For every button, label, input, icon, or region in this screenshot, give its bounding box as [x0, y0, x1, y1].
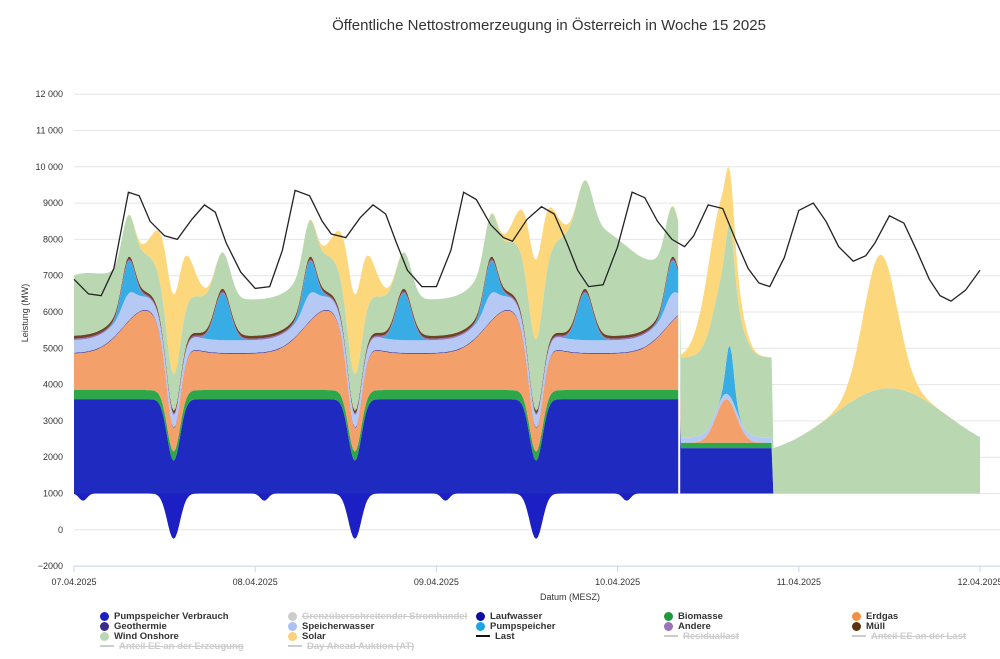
- legend-item[interactable]: Anteil EE an der Last: [852, 630, 990, 642]
- legend-swatch: [100, 621, 109, 631]
- y-tick-label: 3000: [43, 416, 63, 426]
- chart: Öffentliche Nettostromerzeugung in Öster…: [20, 16, 1000, 602]
- legend-swatch: [100, 631, 109, 641]
- legend-swatch: [288, 631, 297, 641]
- x-tick-label: 07.04.2025: [51, 577, 96, 587]
- legend-swatch: [476, 611, 485, 621]
- y-tick-label: 7000: [43, 271, 63, 281]
- series-line-last: [73, 189, 981, 302]
- legend-label: Pumpspeicher: [490, 620, 556, 632]
- legend-item[interactable]: Müll: [852, 620, 990, 632]
- legend-item[interactable]: Geothermie: [100, 620, 288, 632]
- legend-item[interactable]: Biomasse: [664, 610, 852, 622]
- area-pumpspeicher-verbrauch: [74, 493, 980, 539]
- legend-label: Day Ahead Auktion (AT): [307, 640, 415, 652]
- legend-swatch: [100, 645, 114, 647]
- y-tick-label: 5000: [43, 343, 63, 353]
- legend-label: Laufwasser: [490, 610, 543, 622]
- y-tick-label: −2000: [38, 561, 63, 571]
- legend-label: Anteil EE an der Last: [871, 630, 967, 642]
- x-axis-ticks: 07.04.2025 08.04.2025 09.04.2025 10.04.2025…: [51, 566, 1000, 587]
- legend-label: Wind Onshore: [114, 630, 179, 642]
- chart-areas: [74, 166, 980, 539]
- area-laufwasser: [74, 399, 980, 494]
- y-tick-label: 12 000: [35, 89, 63, 99]
- legend-item[interactable]: Day Ahead Auktion (AT): [288, 640, 476, 652]
- legend-label: Grenzüberschreitender Stromhandel: [302, 610, 468, 622]
- y-tick-label: 1000: [43, 489, 63, 499]
- chart-lines: [73, 189, 981, 302]
- legend-label: Geothermie: [114, 620, 167, 632]
- area-erdgas: [74, 310, 980, 494]
- y-tick-label: 9000: [43, 198, 63, 208]
- x-tick-label: 08.04.2025: [233, 577, 278, 587]
- legend-label: Anteil EE an der Erzeugung: [119, 640, 244, 652]
- x-tick-label: 09.04.2025: [414, 577, 459, 587]
- legend-item[interactable]: Wind Onshore: [100, 630, 288, 642]
- y-tick-label: 11 000: [36, 126, 63, 136]
- legend-item[interactable]: Pumpspeicher: [476, 620, 664, 632]
- legend-label: Solar: [302, 630, 326, 642]
- legend-swatch: [852, 621, 861, 631]
- x-tick-label: 12.04.2025: [957, 577, 1000, 587]
- legend-item[interactable]: Residuallast: [664, 630, 852, 642]
- legend-item[interactable]: Anteil EE an der Erzeugung: [100, 640, 288, 652]
- legend-item[interactable]: Solar: [288, 630, 476, 642]
- legend-swatch: [476, 621, 485, 631]
- legend-label: Biomasse: [678, 610, 723, 622]
- y-tick-label: 10 000: [35, 162, 63, 172]
- y-tick-label: 6000: [43, 307, 63, 317]
- y-tick-label: 4000: [43, 380, 63, 390]
- chart-legend: Pumpspeicher Verbrauch Grenzüberschreiten…: [100, 610, 990, 652]
- y-tick-label: 0: [58, 525, 63, 535]
- legend-swatch: [664, 621, 673, 631]
- area-wind-onshore: [74, 180, 980, 494]
- legend-swatch: [852, 611, 861, 621]
- legend-swatch: [288, 621, 297, 631]
- legend-label: Andere: [678, 620, 711, 632]
- chart-title: Öffentliche Nettostromerzeugung in Öster…: [332, 16, 766, 34]
- y-tick-label: 2000: [43, 452, 63, 462]
- legend-swatch: [476, 635, 490, 637]
- legend-swatch: [852, 635, 866, 637]
- x-tick-label: 11.04.2025: [777, 577, 821, 587]
- legend-label: Last: [495, 630, 515, 642]
- legend-label: Speicherwasser: [302, 620, 375, 632]
- legend-item[interactable]: Speicherwasser: [288, 620, 476, 632]
- x-axis-label: Datum (MESZ): [540, 592, 600, 602]
- legend-item[interactable]: Grenzüberschreitender Stromhandel: [288, 610, 476, 622]
- legend-swatch: [288, 645, 302, 647]
- legend-item[interactable]: Last: [476, 630, 664, 642]
- y-axis-ticks: −2000 0 1000 2000 3000 4000 5000 6000 7000 8000 90…: [35, 89, 63, 571]
- legend-item[interactable]: Laufwasser: [476, 610, 664, 622]
- legend-item[interactable]: Andere: [664, 620, 852, 632]
- y-tick-label: 8000: [43, 234, 63, 244]
- legend-label: Erdgas: [866, 610, 899, 622]
- legend-label: Müll: [866, 620, 885, 632]
- legend-swatch: [288, 611, 297, 621]
- legend-item[interactable]: Erdgas: [852, 610, 990, 622]
- y-axis-label: Leistung (MW): [20, 284, 30, 343]
- legend-label: Residuallast: [683, 630, 739, 642]
- legend-swatch: [100, 611, 109, 621]
- legend-swatch: [664, 611, 673, 621]
- legend-label: Pumpspeicher Verbrauch: [114, 610, 229, 622]
- legend-item[interactable]: Pumpspeicher Verbrauch: [100, 610, 288, 622]
- x-tick-label: 10.04.2025: [595, 577, 640, 587]
- legend-swatch: [664, 635, 678, 637]
